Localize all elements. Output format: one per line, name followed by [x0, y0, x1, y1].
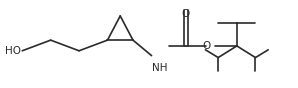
- Text: O: O: [182, 9, 190, 19]
- Text: O: O: [202, 41, 211, 51]
- Text: NH: NH: [152, 63, 167, 73]
- Text: HO: HO: [5, 46, 21, 56]
